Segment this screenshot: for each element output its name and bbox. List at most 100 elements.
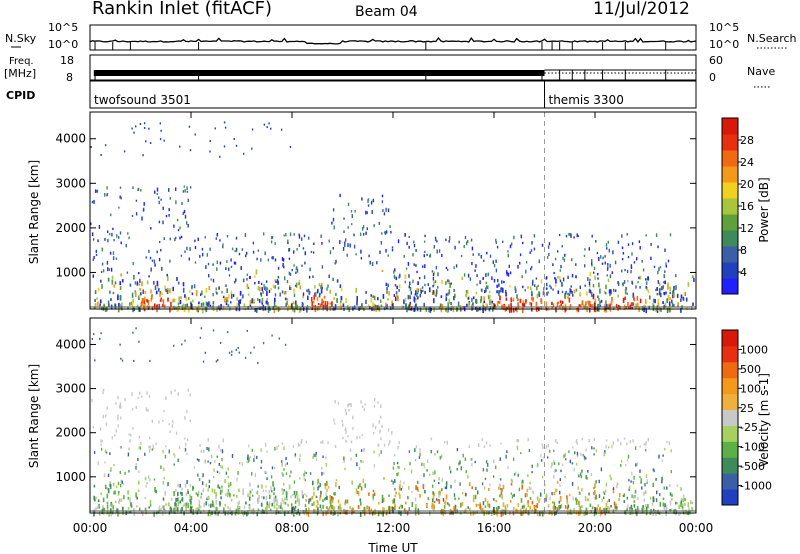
data-cell xyxy=(281,472,283,475)
data-cell xyxy=(214,127,216,130)
data-cell xyxy=(415,303,417,307)
data-cell xyxy=(541,243,544,247)
data-cell xyxy=(135,125,137,128)
data-cell xyxy=(483,296,485,301)
colorbar-tick-label: -500 xyxy=(740,460,765,473)
data-cell xyxy=(429,306,432,311)
data-cell xyxy=(530,249,533,253)
data-cell xyxy=(391,246,394,249)
data-cell xyxy=(378,453,380,457)
data-cell xyxy=(561,245,563,248)
data-cell xyxy=(115,429,117,433)
data-cell xyxy=(596,252,599,255)
data-cell xyxy=(553,511,556,516)
data-cell xyxy=(610,289,612,295)
data-cell xyxy=(351,480,353,485)
data-cell xyxy=(388,291,390,296)
data-cell xyxy=(559,300,562,303)
data-cell xyxy=(325,456,327,459)
data-cell xyxy=(334,399,336,404)
data-cell xyxy=(657,245,659,249)
data-cell xyxy=(369,260,371,265)
data-cell xyxy=(472,495,475,499)
data-cell xyxy=(249,506,251,512)
data-cell xyxy=(284,297,287,301)
data-cell xyxy=(416,480,419,484)
data-cell xyxy=(235,236,238,240)
data-cell xyxy=(540,306,543,310)
data-cell xyxy=(560,503,563,509)
data-cell xyxy=(423,240,426,243)
data-cell xyxy=(635,285,637,289)
data-cell xyxy=(657,510,659,515)
data-cell xyxy=(257,285,260,291)
data-cell xyxy=(495,259,497,263)
data-cell xyxy=(208,447,210,452)
data-cell xyxy=(620,459,623,463)
data-cell xyxy=(663,274,666,279)
data-cell xyxy=(677,302,680,305)
data-cell xyxy=(371,210,373,214)
data-cell xyxy=(662,502,665,507)
data-cell xyxy=(302,494,304,499)
data-cell xyxy=(433,281,435,287)
data-cell xyxy=(302,303,304,306)
data-cell xyxy=(234,261,237,265)
data-cell xyxy=(198,508,200,512)
data-cell xyxy=(277,286,280,290)
data-cell xyxy=(423,462,425,467)
data-cell xyxy=(406,307,408,313)
data-cell xyxy=(211,488,214,493)
data-cell xyxy=(665,511,667,517)
data-cell xyxy=(349,243,351,248)
data-cell xyxy=(543,484,546,487)
data-cell xyxy=(237,505,239,511)
data-cell xyxy=(159,293,161,297)
data-cell xyxy=(120,273,122,277)
data-cell xyxy=(505,297,508,301)
data-cell xyxy=(259,306,261,311)
data-cell xyxy=(417,489,419,493)
data-cell xyxy=(567,293,569,296)
data-cell xyxy=(639,445,641,448)
data-cell xyxy=(294,284,297,287)
data-cell xyxy=(408,285,410,289)
data-cell xyxy=(533,506,536,510)
data-cell xyxy=(261,297,264,303)
data-cell xyxy=(271,490,273,493)
data-cell xyxy=(295,300,297,305)
data-cell xyxy=(96,506,99,510)
data-cell xyxy=(191,505,194,509)
data-cell xyxy=(217,484,219,489)
data-cell xyxy=(131,301,134,307)
data-cell xyxy=(177,229,180,232)
data-cell xyxy=(272,306,275,310)
data-cell xyxy=(230,265,233,269)
data-cell xyxy=(475,299,478,304)
data-cell xyxy=(453,296,455,301)
data-cell xyxy=(420,289,422,294)
data-cell xyxy=(367,304,370,308)
data-cell xyxy=(691,305,693,311)
data-cell xyxy=(273,301,276,307)
data-cell xyxy=(228,351,231,354)
data-cell xyxy=(238,300,240,306)
data-cell xyxy=(315,291,317,297)
data-cell xyxy=(432,284,434,288)
data-cell xyxy=(344,499,347,504)
data-cell xyxy=(155,290,158,295)
data-cell xyxy=(404,297,407,302)
data-cell xyxy=(476,490,479,495)
data-cell xyxy=(263,284,265,288)
data-cell xyxy=(143,298,145,303)
data-cell xyxy=(231,454,234,458)
data-cell xyxy=(667,282,669,286)
data-cell xyxy=(628,479,630,482)
data-cell xyxy=(615,508,617,511)
data-cell xyxy=(484,497,487,502)
data-cell xyxy=(127,232,129,235)
data-cell xyxy=(523,504,525,509)
data-cell xyxy=(652,468,654,471)
data-cell xyxy=(107,238,109,243)
